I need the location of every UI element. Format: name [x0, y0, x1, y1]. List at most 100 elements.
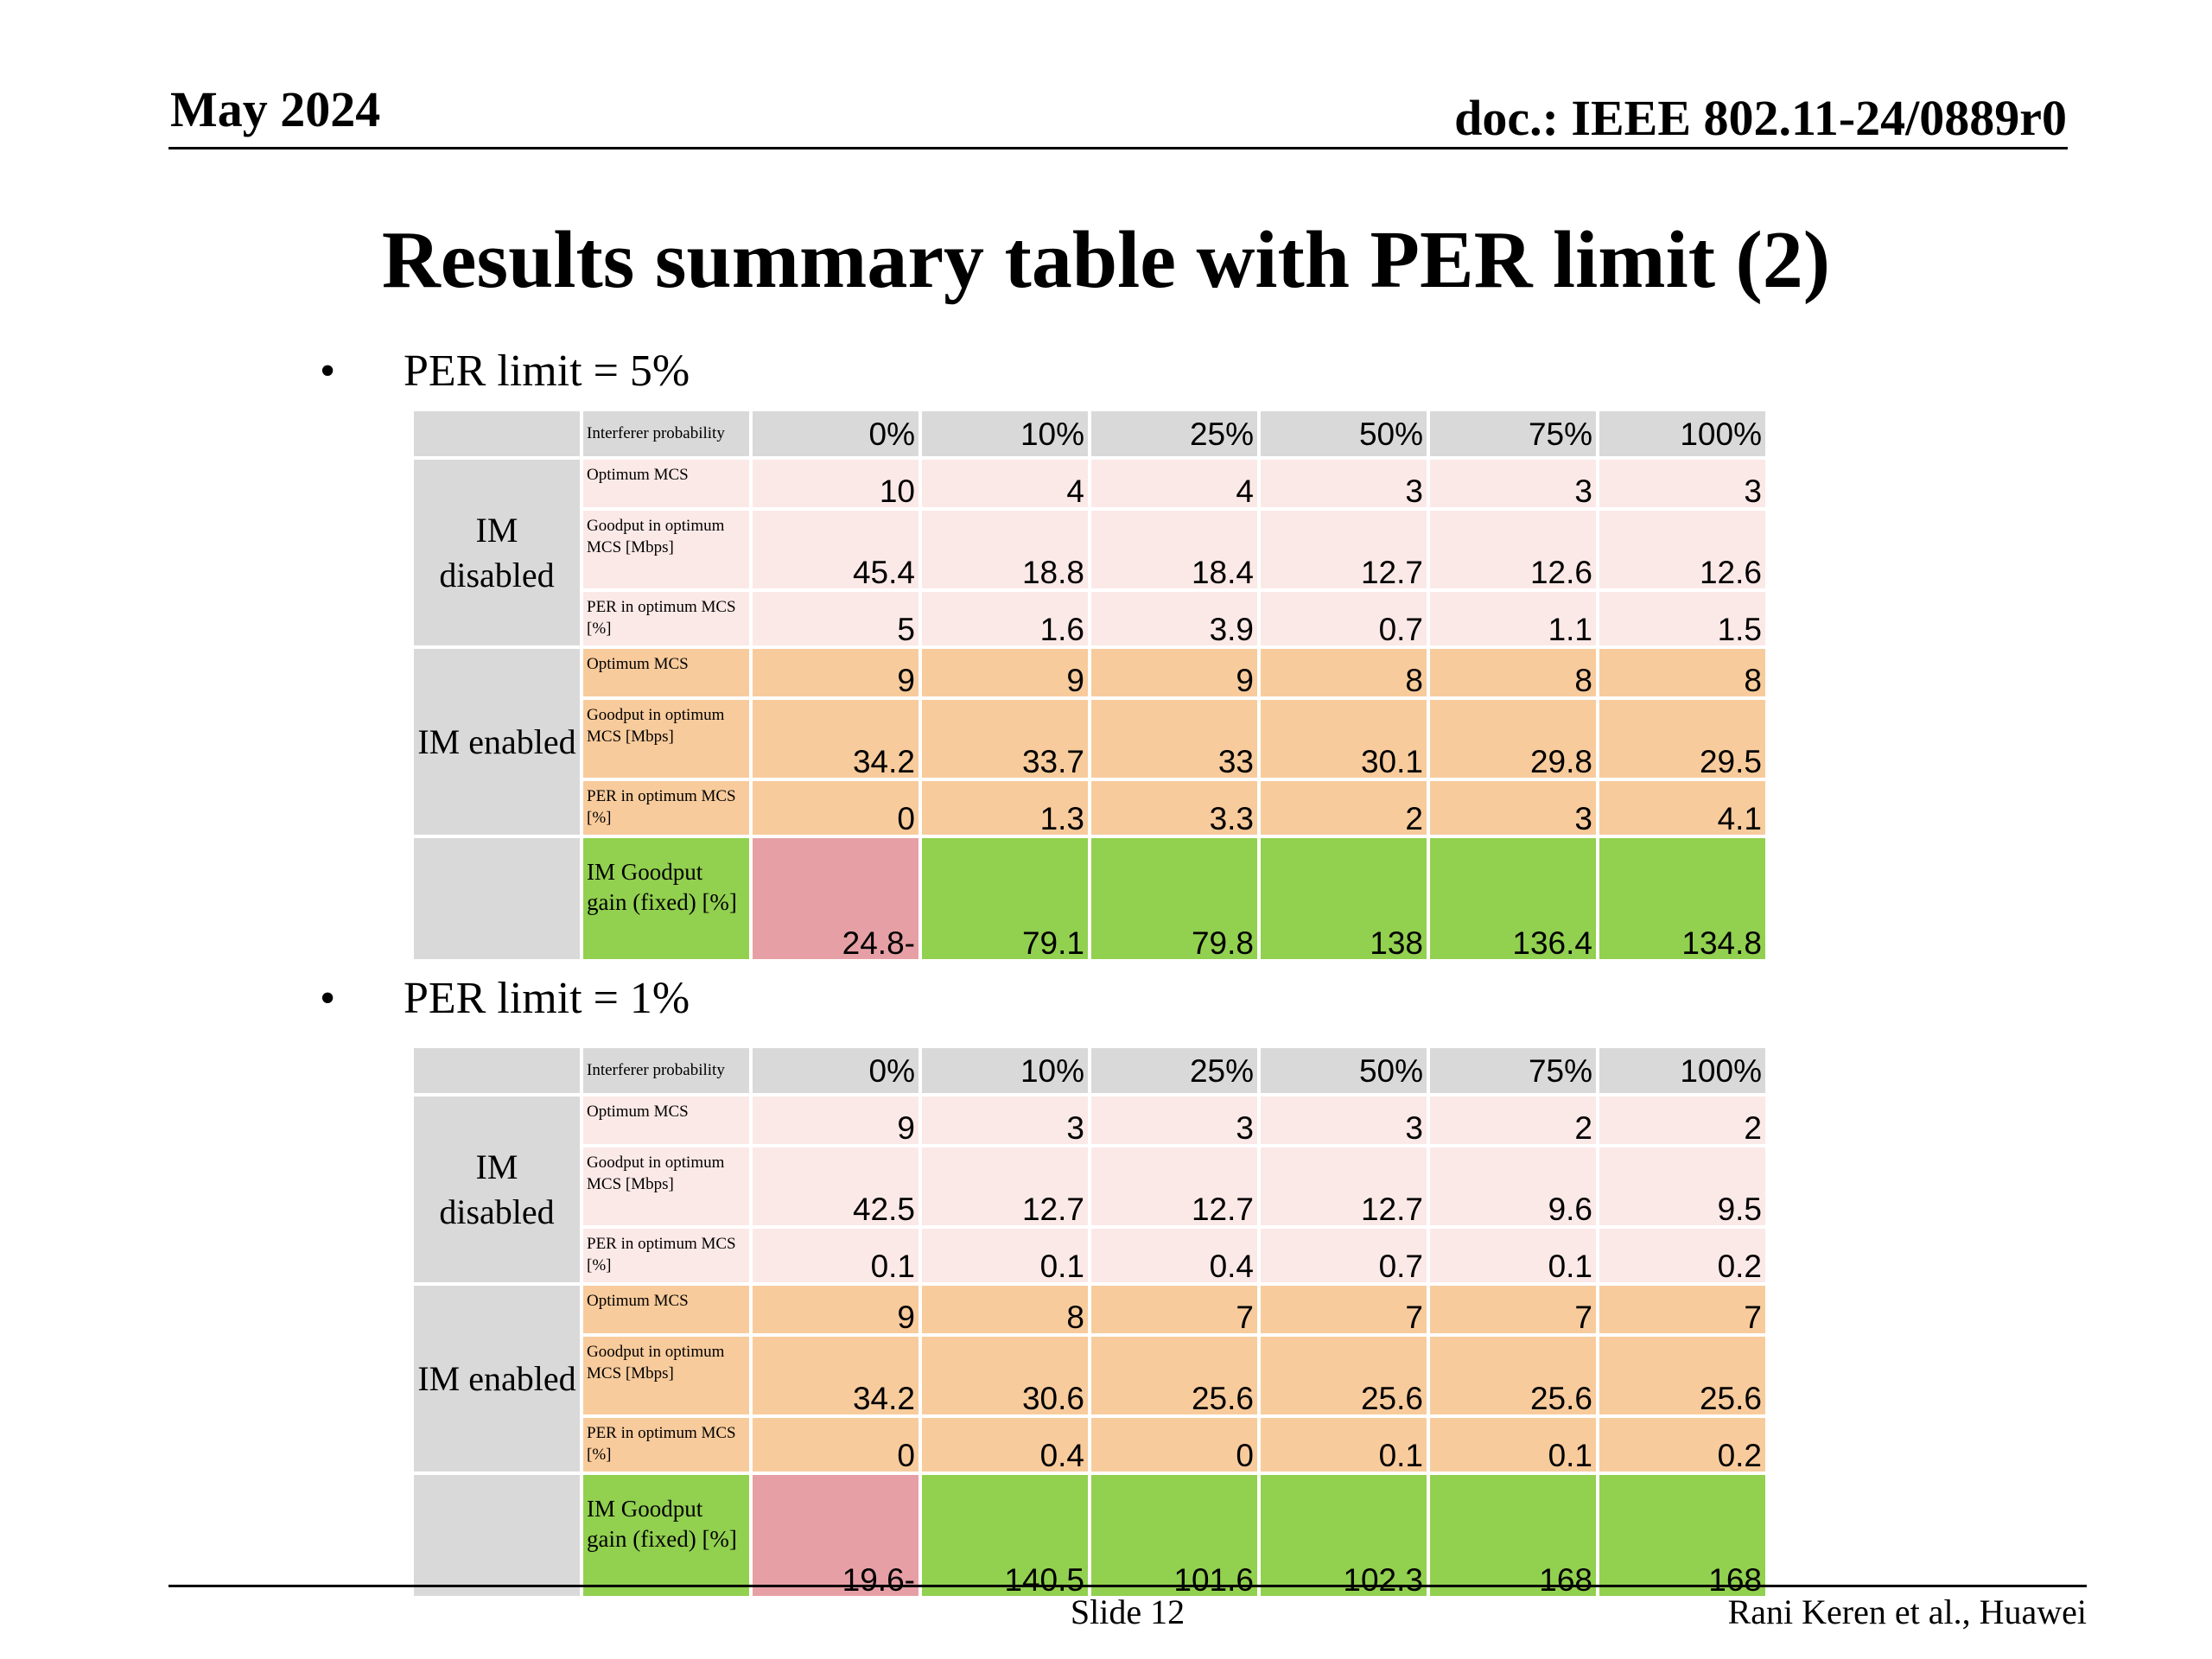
row-label: IM Goodput gain (fixed) [%] — [583, 838, 749, 959]
table-cell: 25.6 — [1261, 1337, 1427, 1414]
table-cell: 18.4 — [1091, 511, 1257, 588]
header-label: Interferer probability — [583, 1048, 749, 1093]
gain-cell: 79.8 — [1091, 838, 1257, 959]
bullet-text: PER limit = 1% — [404, 974, 690, 1023]
table-cell: 4 — [922, 460, 1088, 507]
footer-divider — [168, 1585, 2087, 1587]
table-cell: 1.6 — [922, 592, 1088, 645]
header-date: May 2024 — [170, 81, 381, 137]
table-cell: 9 — [1091, 649, 1257, 696]
table-cell: 3.3 — [1091, 781, 1257, 835]
table-cell: 0.1 — [1430, 1229, 1596, 1282]
row-label: Optimum MCS — [583, 460, 749, 507]
table-cell: 18.8 — [922, 511, 1088, 588]
table-cell: 12.7 — [1261, 511, 1427, 588]
bullet-per-limit-1: • PER limit = 1% — [320, 976, 690, 1021]
row-label: PER in optimum MCS [%] — [583, 1229, 749, 1282]
table-row: IM enabled Optimum MCS 9 9 9 8 8 8 — [414, 649, 1765, 835]
group-label-im-enabled: IM enabled — [414, 649, 580, 835]
gain-cell: 134.8 — [1599, 838, 1765, 959]
row-label: Optimum MCS — [583, 1096, 749, 1144]
gain-cell: 136.4 — [1430, 838, 1596, 959]
row-label: IM Goodput gain (fixed) [%] — [583, 1475, 749, 1596]
table-cell: 8 — [922, 1286, 1088, 1333]
table-cell: 0.4 — [922, 1418, 1088, 1471]
group-label-im-disabled: IM disabled — [414, 460, 580, 645]
group-label-im-disabled: IM disabled — [414, 1096, 580, 1282]
table-cell: 29.5 — [1599, 700, 1765, 778]
gain-group-cell — [414, 838, 580, 959]
probability-header: 50% — [1261, 411, 1427, 456]
table-cell: 8 — [1430, 649, 1596, 696]
table-cell: 34.2 — [753, 700, 918, 778]
table-cell: 0.1 — [922, 1229, 1088, 1282]
header-corner-cell — [414, 1048, 580, 1093]
table-row: PER in optimum MCS [%] 0 1.3 3.3 2 3 4.1 — [414, 781, 1765, 835]
table-row: Goodput in optimum MCS [Mbps] 34.2 30.6 … — [414, 1337, 1765, 1414]
table-cell: 30.6 — [922, 1337, 1088, 1414]
row-label: Goodput in optimum MCS [Mbps] — [583, 1337, 749, 1414]
table-cell: 7 — [1261, 1286, 1427, 1333]
table-cell: 3 — [1430, 781, 1596, 835]
table-cell: 0.1 — [1430, 1418, 1596, 1471]
table-cell: 8 — [1599, 649, 1765, 696]
table-cell: 0.2 — [1599, 1418, 1765, 1471]
table-cell: 30.1 — [1261, 700, 1427, 778]
group-label-im-enabled: IM enabled — [414, 1286, 580, 1471]
results-table-per-5: Interferer probability 0% 10% 25% 50% 75… — [410, 408, 1769, 963]
probability-header: 10% — [922, 1048, 1088, 1093]
table-cell: 4.1 — [1599, 781, 1765, 835]
table-cell: 0 — [1091, 1418, 1257, 1471]
probability-header: 0% — [753, 411, 918, 456]
gain-cell-negative: 19.6- — [753, 1475, 918, 1596]
table-cell: 3.9 — [1091, 592, 1257, 645]
table-cell: 3 — [922, 1096, 1088, 1144]
table-header-row: Interferer probability 0% 10% 25% 50% 75… — [414, 411, 1765, 456]
table-cell: 5 — [753, 592, 918, 645]
table-cell: 2 — [1261, 781, 1427, 835]
header-corner-cell — [414, 411, 580, 456]
table-cell: 7 — [1599, 1286, 1765, 1333]
table-cell: 7 — [1091, 1286, 1257, 1333]
table-row: PER in optimum MCS [%] 0 0.4 0 0.1 0.1 0… — [414, 1418, 1765, 1471]
row-label: PER in optimum MCS [%] — [583, 781, 749, 835]
table-cell: 0.7 — [1261, 592, 1427, 645]
row-label: Goodput in optimum MCS [Mbps] — [583, 511, 749, 588]
table-row: PER in optimum MCS [%] 5 1.6 3.9 0.7 1.1… — [414, 592, 1765, 645]
row-label: PER in optimum MCS [%] — [583, 1418, 749, 1471]
probability-header: 75% — [1430, 1048, 1596, 1093]
table-row: Goodput in optimum MCS [Mbps] 34.2 33.7 … — [414, 700, 1765, 778]
table-row: IM enabled Optimum MCS 9 8 7 7 7 7 — [414, 1286, 1765, 1471]
gain-row: IM Goodput gain (fixed) [%] 24.8- 79.1 7… — [414, 838, 1765, 959]
probability-header: 100% — [1599, 1048, 1765, 1093]
footer-author: Rani Keren et al., Huawei — [1727, 1592, 2087, 1631]
results-table-per-1: Interferer probability 0% 10% 25% 50% 75… — [410, 1045, 1769, 1599]
table-cell: 0.4 — [1091, 1229, 1257, 1282]
table-cell: 34.2 — [753, 1337, 918, 1414]
table-row: Goodput in optimum MCS [Mbps] 42.5 12.7 … — [414, 1147, 1765, 1225]
slide-number: Slide 12 — [1070, 1592, 1185, 1631]
table-cell: 1.5 — [1599, 592, 1765, 645]
table-row: IM disabled Optimum MCS 9 3 3 3 2 2 — [414, 1096, 1765, 1282]
gain-cell: 168 — [1430, 1475, 1596, 1596]
row-label: Goodput in optimum MCS [Mbps] — [583, 700, 749, 778]
table-cell: 9 — [753, 1286, 918, 1333]
table-cell: 12.7 — [922, 1147, 1088, 1225]
probability-header: 50% — [1261, 1048, 1427, 1093]
table-cell: 3 — [1430, 460, 1596, 507]
gain-cell: 140.5 — [922, 1475, 1088, 1596]
gain-cell-negative: 24.8- — [753, 838, 918, 959]
header-doc-id: doc.: IEEE 802.11-24/0889r0 — [1454, 90, 2067, 146]
table-cell: 33 — [1091, 700, 1257, 778]
row-label: PER in optimum MCS [%] — [583, 592, 749, 645]
row-label: Goodput in optimum MCS [Mbps] — [583, 1147, 749, 1225]
table-cell: 9 — [922, 649, 1088, 696]
table-cell: 8 — [1261, 649, 1427, 696]
probability-header: 0% — [753, 1048, 918, 1093]
table-cell: 9.5 — [1599, 1147, 1765, 1225]
row-label: Optimum MCS — [583, 1286, 749, 1333]
gain-cell: 168 — [1599, 1475, 1765, 1596]
table-cell: 9 — [753, 649, 918, 696]
gain-cell: 79.1 — [922, 838, 1088, 959]
probability-header: 10% — [922, 411, 1088, 456]
